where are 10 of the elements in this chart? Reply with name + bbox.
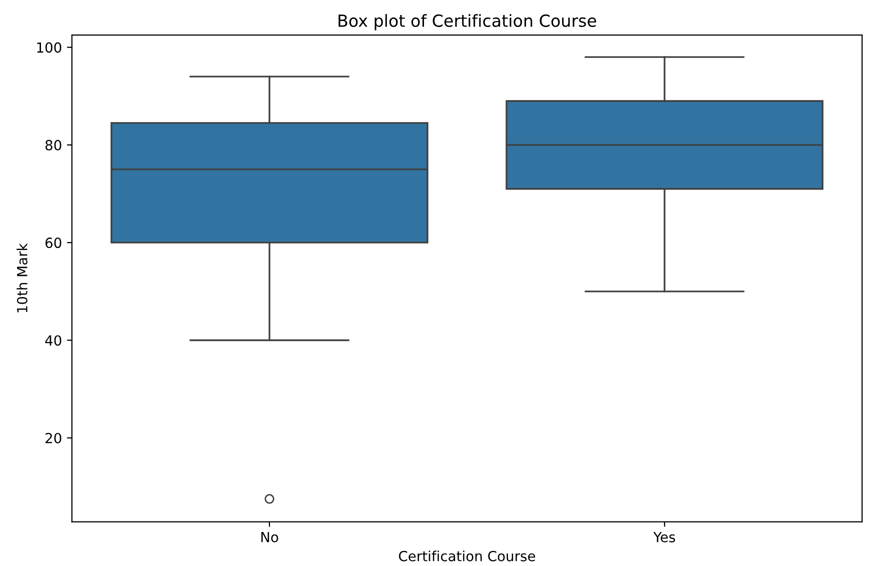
y-tick-label: 60 — [45, 238, 62, 248]
y-tick-label: 80 — [45, 140, 62, 150]
x-tick-label: No — [261, 532, 278, 542]
y-tick-label: 100 — [37, 42, 62, 53]
x-axis-title: Certification Course — [398, 550, 536, 562]
y-axis-title: 10th Mark — [16, 243, 28, 312]
y-tick-label: 40 — [45, 335, 62, 346]
x-tick-label: Yes — [653, 532, 676, 542]
chart-title: Box plot of Certification Course — [338, 14, 596, 30]
y-tick-label: 20 — [46, 432, 62, 444]
